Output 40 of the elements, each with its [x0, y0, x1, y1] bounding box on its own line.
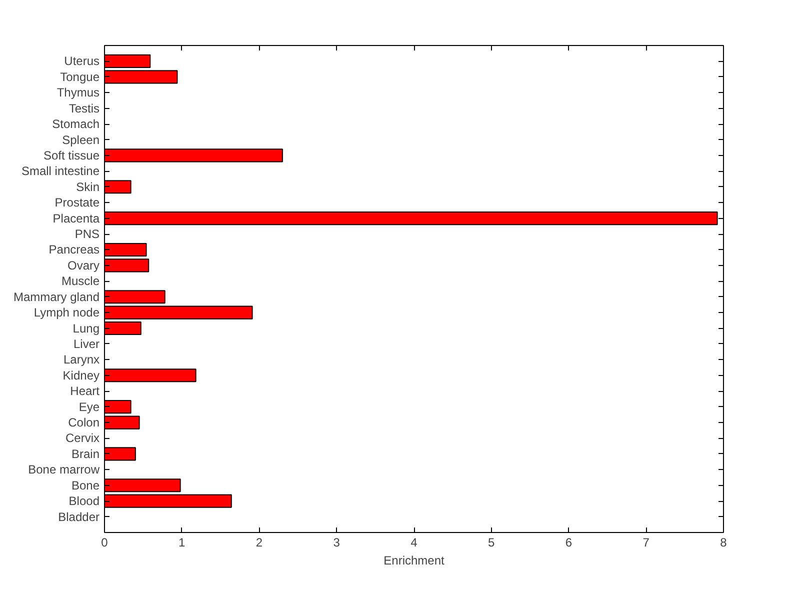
y-tick-label: Blood — [68, 494, 100, 508]
y-tick-label: Brain — [71, 446, 100, 461]
y-tick-label: Placenta — [52, 211, 100, 226]
y-tick-label: Colon — [68, 416, 100, 430]
y-tick-label: Bone — [71, 478, 100, 492]
x-tick-label: 4 — [410, 536, 418, 550]
x-axis-title: Enrichment — [384, 554, 446, 568]
y-tick-label: Heart — [70, 384, 100, 398]
x-tick-label: 6 — [565, 536, 572, 550]
x-tick-label: 2 — [256, 536, 263, 550]
y-tick-label: Mammary gland — [13, 290, 100, 304]
y-tick-label: Lymph node — [34, 306, 100, 320]
y-tick-label: Skin — [76, 180, 100, 194]
y-tick-label: Larynx — [63, 352, 100, 367]
y-tick-label: Lung — [72, 321, 100, 336]
x-tick-label: 1 — [178, 536, 186, 550]
y-tick-label: Bone marrow — [28, 462, 100, 477]
y-tick-label: Prostate — [54, 196, 100, 210]
y-tick-label: Small intestine — [21, 164, 100, 178]
y-tick-label: Liver — [73, 336, 100, 351]
y-tick-label: Kidney — [62, 368, 100, 382]
y-tick-label: Eye — [78, 400, 100, 414]
x-tick-label: 3 — [333, 536, 340, 550]
y-tick-label: Thymus — [56, 86, 100, 100]
y-tick-label: Tongue — [60, 70, 100, 84]
y-tick-label: Spleen — [62, 132, 100, 147]
y-tick-label: Pancreas — [48, 242, 100, 257]
y-tick-label: Ovary — [67, 258, 100, 272]
x-tick-label: 0 — [101, 536, 108, 550]
y-tick-label: PNS — [74, 227, 100, 242]
y-tick-label: Testis — [68, 101, 100, 116]
x-tick-label: 7 — [642, 536, 650, 550]
y-tick-label: Soft tissue — [43, 148, 100, 162]
y-tick-label: Cervix — [66, 431, 100, 446]
y-tick-label: Muscle — [61, 274, 100, 288]
y-tick-label: Bladder — [58, 510, 100, 524]
y-tick-label: Stomach — [52, 117, 100, 132]
x-tick-label: 5 — [488, 536, 496, 550]
y-tick-label: Uterus — [64, 54, 100, 68]
x-tick-label: 8 — [720, 536, 728, 550]
